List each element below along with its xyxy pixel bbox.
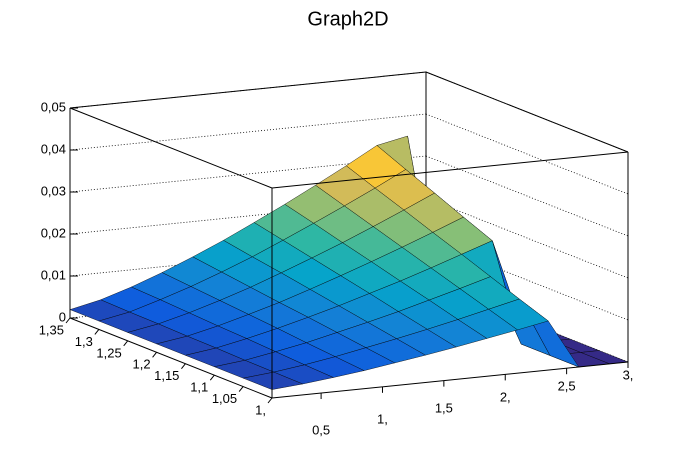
x-axis: [271, 361, 629, 399]
y-tick-label: 1,15: [154, 368, 179, 383]
box-edge: [69, 71, 427, 109]
y-tick: [152, 351, 157, 358]
z-tick-label: 0,01: [41, 267, 66, 282]
grid-line: [425, 71, 629, 153]
y-tick-label: 1,: [255, 402, 266, 417]
x-tick-label: 1,: [377, 412, 388, 427]
y-tick-label: 1,3: [75, 334, 93, 349]
z-tick-label: 0: [59, 309, 66, 324]
x-tick-label: 2,5: [558, 378, 576, 393]
x-tick-label: 3,: [623, 367, 634, 382]
y-tick-label: 1,25: [96, 345, 121, 360]
y-tick: [65, 317, 71, 324]
y-tick: [181, 363, 186, 370]
z-tick-label: 0,03: [41, 183, 66, 198]
y-tick: [238, 386, 244, 392]
y-tick: [94, 329, 100, 335]
surface-cell: [242, 371, 304, 390]
y-tick-label: 1,05: [212, 391, 237, 406]
z-tick-label: 0,05: [41, 99, 66, 114]
y-tick: [123, 340, 129, 347]
y-tick-label: 1,1: [190, 380, 208, 395]
y-tick: [267, 397, 273, 404]
chart-title: Graph2D: [307, 8, 388, 30]
box-edge: [69, 107, 273, 189]
grid-line: [425, 113, 629, 195]
grid-line: [69, 113, 427, 151]
z-tick-label: 0,02: [41, 225, 66, 240]
y-axis: [69, 317, 273, 399]
y-tick: [209, 374, 215, 381]
x-tick-label: 1,5: [435, 401, 453, 416]
y-tick-label: 1,2: [132, 357, 150, 372]
x-tick-label: 0,5: [312, 423, 330, 438]
box-edge: [271, 151, 629, 189]
z-tick-label: 0,04: [41, 141, 66, 156]
grid-line: [425, 197, 629, 279]
x-tick-label: 2,: [500, 390, 511, 405]
y-tick-label: 1,35: [39, 322, 64, 337]
